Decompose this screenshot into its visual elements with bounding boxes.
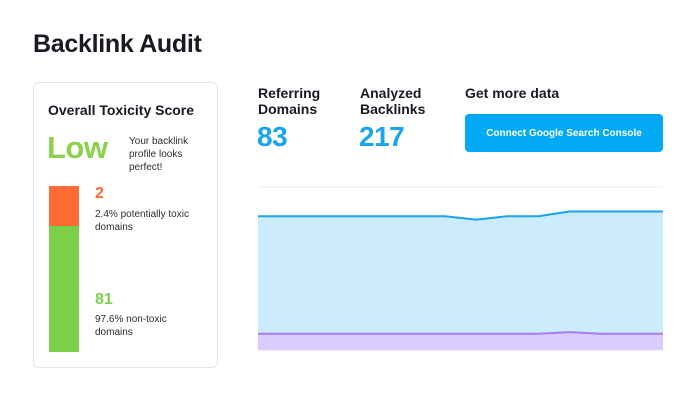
- toxicity-description: Your backlink profile looks perfect!: [129, 136, 189, 173]
- toxicity-level: Low: [47, 130, 108, 165]
- get-more-data-label: Get more data: [465, 85, 560, 101]
- referring-domains-label-line1: Referring: [258, 85, 321, 101]
- analyzed-backlinks-label: Analyzed Backlinks: [360, 85, 425, 117]
- analyzed-backlinks-label-line1: Analyzed: [360, 85, 422, 101]
- analyzed-backlinks-label-line2: Backlinks: [360, 101, 426, 117]
- non-toxic-domains-label: 97.6% non-toxic domains: [95, 314, 167, 338]
- toxic-domains-count: 2: [95, 185, 104, 202]
- toxic-domains-label: 2.4% potentially toxic domains: [95, 209, 189, 233]
- non-toxic-segment: [49, 225, 79, 352]
- non-toxic-domains-count: 81: [95, 291, 113, 308]
- series-line-1: [258, 331, 663, 335]
- toxicity-bar: [49, 186, 79, 352]
- series-area-0: [258, 211, 663, 350]
- series-line-0: [258, 210, 663, 221]
- analyzed-backlinks-value: 217: [359, 121, 405, 152]
- referring-domains-label: Referring Domains: [258, 85, 320, 117]
- toxicity-score-card: Overall Toxicity Score Low Your backlink…: [33, 82, 218, 368]
- toxic-segment: [49, 186, 79, 226]
- page-title: Backlink Audit: [33, 30, 202, 58]
- series-area-1: [258, 332, 663, 350]
- backlinks-chart: [258, 186, 663, 351]
- referring-domains-value: 83: [257, 121, 288, 152]
- toxicity-card-title: Overall Toxicity Score: [48, 102, 195, 118]
- referring-domains-label-line2: Domains: [258, 101, 318, 117]
- connect-gsc-button[interactable]: Connect Google Search Console: [465, 114, 663, 152]
